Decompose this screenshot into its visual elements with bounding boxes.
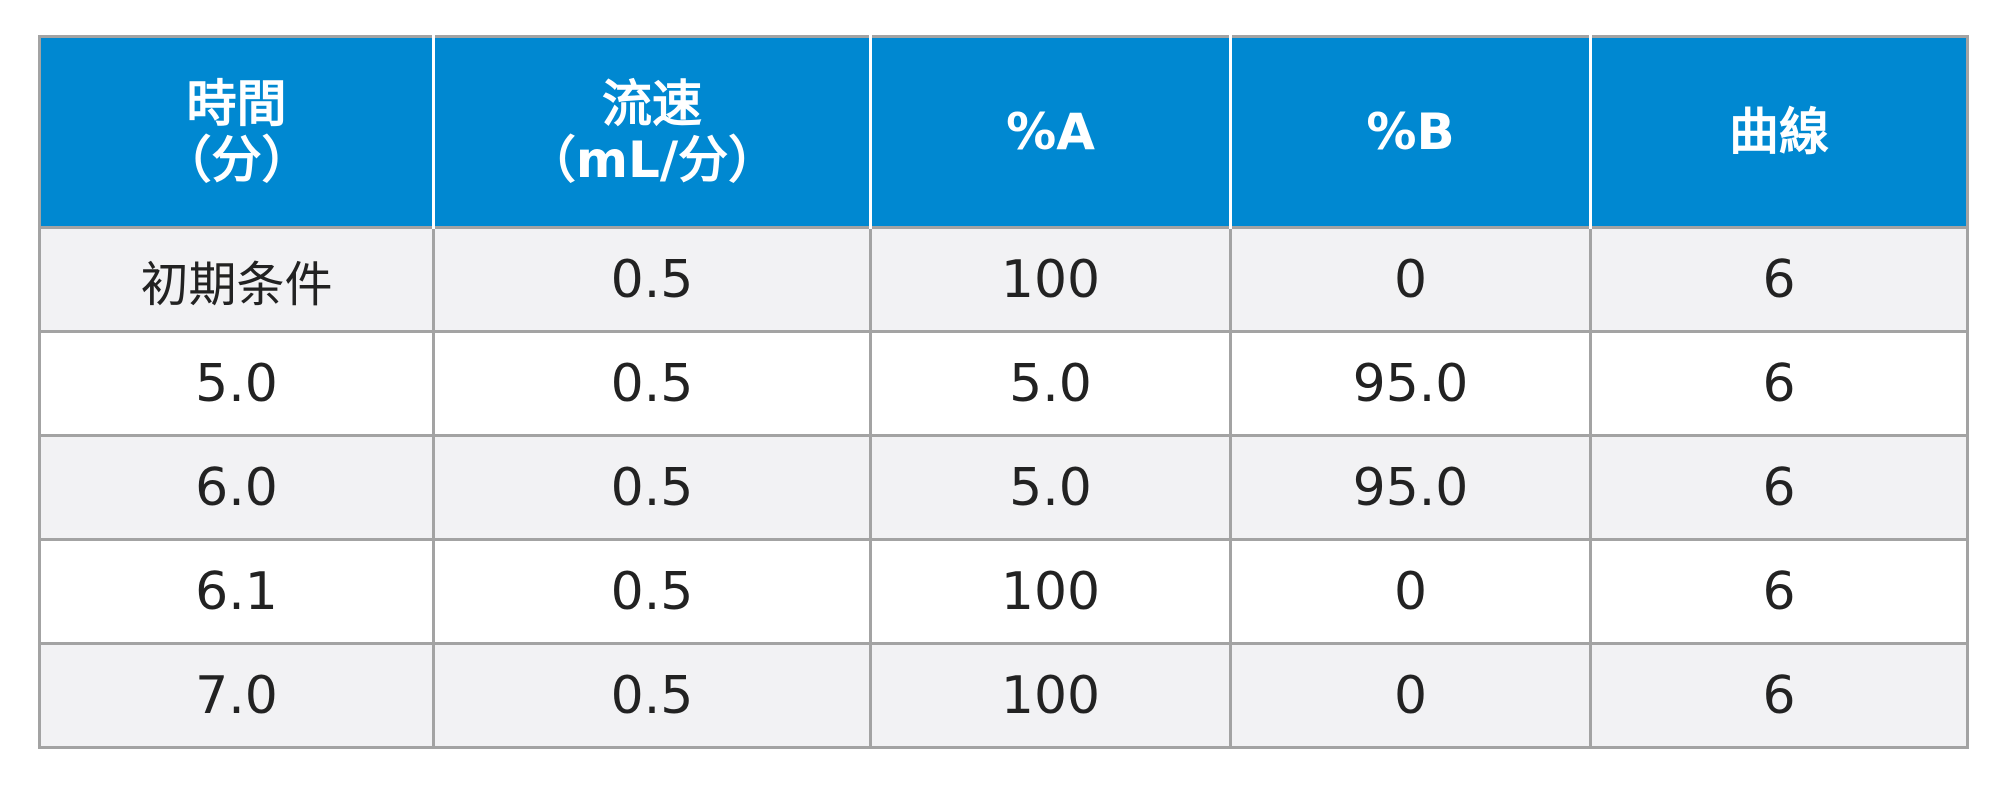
table-body: 初期条件 0.5 100 0 6 5.0 0.5 5.0 95.0 6 6.0 … bbox=[38, 226, 1969, 749]
cell-time: 6.0 bbox=[38, 434, 435, 541]
header-flow-rate: 流速 （mL/分） bbox=[432, 36, 872, 228]
cell-percent-a: 100 bbox=[869, 226, 1232, 333]
header-percent-b: %B bbox=[1229, 36, 1592, 228]
cell-curve: 6 bbox=[1589, 642, 1969, 749]
cell-percent-a: 5.0 bbox=[869, 434, 1232, 541]
cell-time: 初期条件 bbox=[38, 226, 435, 333]
cell-curve: 6 bbox=[1589, 538, 1969, 645]
cell-time: 5.0 bbox=[38, 330, 435, 437]
table-row: 6.0 0.5 5.0 95.0 6 bbox=[38, 434, 1969, 541]
cell-flow-rate: 0.5 bbox=[432, 330, 872, 437]
cell-flow-rate: 0.5 bbox=[432, 226, 872, 333]
cell-curve: 6 bbox=[1589, 434, 1969, 541]
cell-flow-rate: 0.5 bbox=[432, 642, 872, 749]
cell-percent-b: 0 bbox=[1229, 226, 1592, 333]
cell-percent-b: 0 bbox=[1229, 642, 1592, 749]
table-header: 時間 （分） 流速 （mL/分） %A %B 曲線 bbox=[39, 36, 1968, 228]
table-row: 5.0 0.5 5.0 95.0 6 bbox=[38, 330, 1969, 437]
header-row: 時間 （分） 流速 （mL/分） %A %B 曲線 bbox=[39, 36, 1968, 228]
cell-time: 7.0 bbox=[38, 642, 435, 749]
header-percent-a: %A bbox=[869, 36, 1232, 228]
cell-curve: 6 bbox=[1589, 226, 1969, 333]
cell-percent-a: 5.0 bbox=[869, 330, 1232, 437]
cell-percent-b: 95.0 bbox=[1229, 330, 1592, 437]
cell-percent-b: 0 bbox=[1229, 538, 1592, 645]
cell-flow-rate: 0.5 bbox=[432, 538, 872, 645]
cell-percent-a: 100 bbox=[869, 538, 1232, 645]
cell-flow-rate: 0.5 bbox=[432, 434, 872, 541]
gradient-table: 時間 （分） 流速 （mL/分） %A %B 曲線 初期条件 0.5 100 0… bbox=[38, 35, 1969, 749]
cell-curve: 6 bbox=[1589, 330, 1969, 437]
cell-time: 6.1 bbox=[38, 538, 435, 645]
table-row: 7.0 0.5 100 0 6 bbox=[38, 642, 1969, 749]
table-row: 初期条件 0.5 100 0 6 bbox=[38, 226, 1969, 333]
header-curve: 曲線 bbox=[1589, 36, 1968, 228]
table-row: 6.1 0.5 100 0 6 bbox=[38, 538, 1969, 645]
cell-percent-b: 95.0 bbox=[1229, 434, 1592, 541]
cell-percent-a: 100 bbox=[869, 642, 1232, 749]
header-time: 時間 （分） bbox=[39, 36, 435, 228]
